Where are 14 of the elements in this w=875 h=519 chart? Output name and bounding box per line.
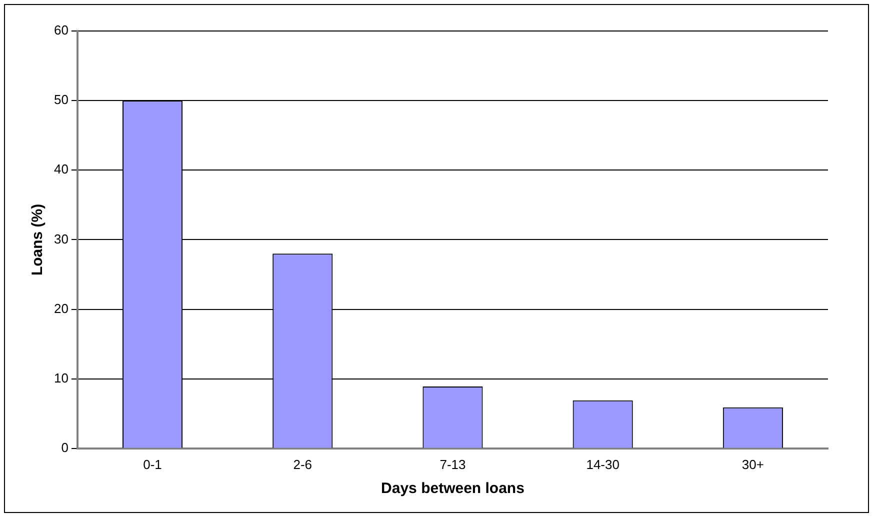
x-tick-label: 2-6 bbox=[293, 456, 312, 472]
y-axis-title: Loans (%) bbox=[29, 204, 46, 276]
y-tick-label: 0 bbox=[61, 440, 68, 455]
y-tick-label: 60 bbox=[54, 22, 68, 38]
x-tick-label: 7-13 bbox=[440, 456, 466, 472]
y-tick-label: 30 bbox=[54, 231, 68, 246]
y-tick-label: 50 bbox=[54, 92, 68, 108]
y-tick-label: 10 bbox=[54, 370, 68, 386]
x-tick-label: 14-30 bbox=[586, 456, 620, 472]
y-tick-label: 20 bbox=[54, 300, 68, 316]
x-axis-title: Days between loans bbox=[381, 480, 524, 498]
x-tick-label: 30+ bbox=[742, 456, 764, 472]
y-tick-label: 40 bbox=[54, 162, 68, 177]
x-tick-label: 0-1 bbox=[143, 456, 162, 472]
